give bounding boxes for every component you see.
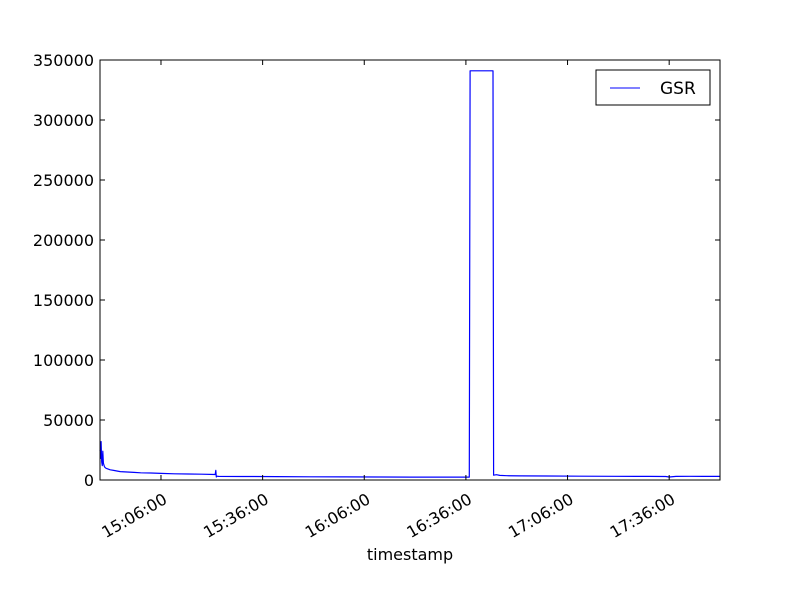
y-tick-label: 300000 <box>33 111 94 130</box>
y-tick-label: 50000 <box>43 411 94 430</box>
legend-label-gsr: GSR <box>660 79 696 99</box>
series-line-gsr <box>99 70 720 478</box>
y-tick-label: 200000 <box>33 231 94 250</box>
y-tick-label: 100000 <box>33 351 94 370</box>
series-layer <box>99 70 720 478</box>
y-axis: 0 50000 100000 150000 200000 250000 300000 3500… <box>33 51 720 490</box>
y-tick-label: 150000 <box>33 291 94 310</box>
y-tick-label: 350000 <box>33 51 94 70</box>
y-tick-label: 0 <box>84 471 94 490</box>
y-tick-label: 250000 <box>33 171 94 190</box>
x-axis-label: timestamp <box>367 545 453 564</box>
plot-area-background <box>100 60 720 480</box>
legend: GSR <box>595 69 711 106</box>
plot-frame <box>99 59 721 481</box>
